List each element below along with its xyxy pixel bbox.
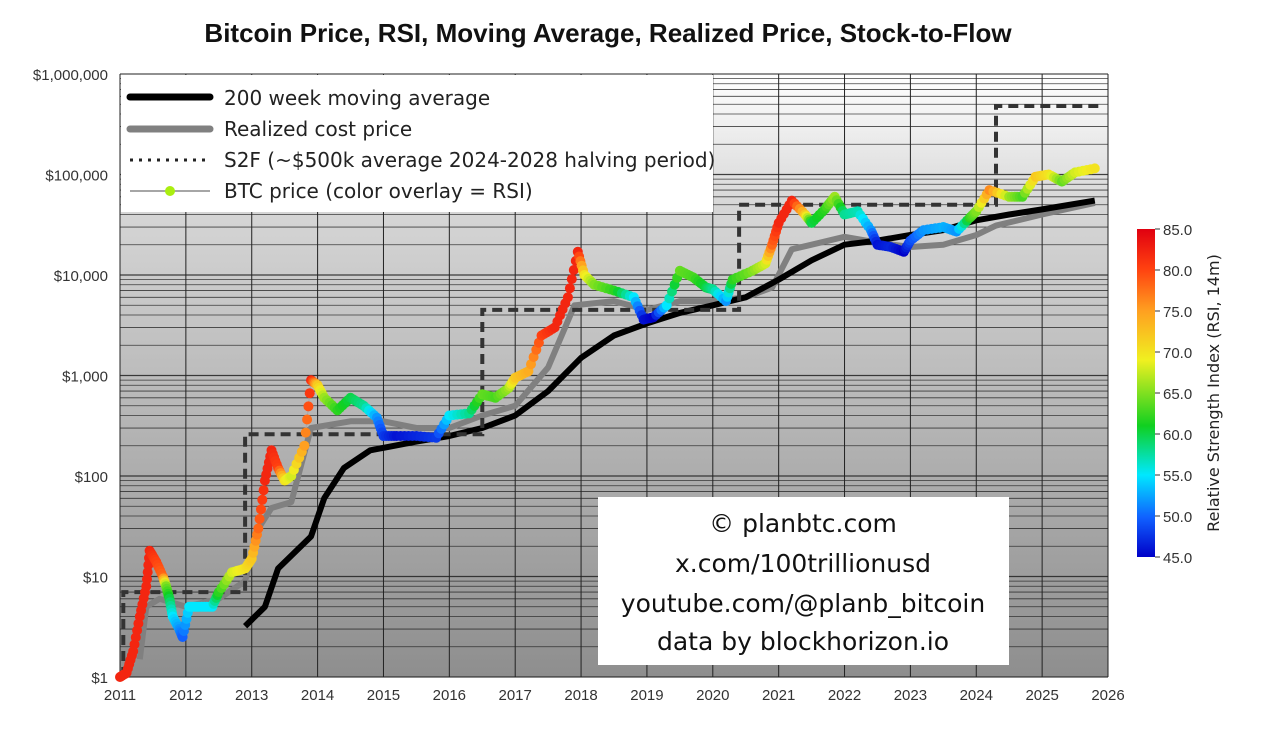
s2f-line bbox=[121, 104, 1102, 677]
btc-price-dot bbox=[304, 388, 315, 399]
y-tick-label: $1,000 bbox=[62, 369, 108, 386]
watermark-line: © planbtc.com bbox=[709, 509, 897, 538]
btc-price-dots bbox=[115, 163, 1100, 682]
btc-price-dot bbox=[566, 274, 577, 285]
watermark-line: data by blockhorizon.io bbox=[657, 627, 949, 656]
legend-label-btc: BTC price (color overlay = RSI) bbox=[224, 179, 533, 203]
legend-label-s2f: S2F (~$500k average 2024-2028 halving pe… bbox=[224, 148, 715, 172]
colorbar-tick-label: 85.0 bbox=[1163, 222, 1192, 239]
chart-title: Bitcoin Price, RSI, Moving Average, Real… bbox=[204, 18, 1012, 48]
x-tick-label: 2016 bbox=[433, 687, 466, 704]
x-tick-label: 2024 bbox=[960, 687, 993, 704]
colorbar-tick-label: 80.0 bbox=[1163, 263, 1192, 280]
colorbar-tick-label: 55.0 bbox=[1163, 468, 1192, 485]
watermark-box: © planbtc.com x.com/100trillionusd youtu… bbox=[598, 497, 1009, 665]
legend: 200 week moving average Realized cost pr… bbox=[121, 75, 715, 212]
colorbar-tick-label: 45.0 bbox=[1163, 550, 1192, 567]
colorbar-tick-label: 65.0 bbox=[1163, 386, 1192, 403]
x-tick-label: 2017 bbox=[499, 687, 532, 704]
legend-swatch-btc-dot bbox=[165, 186, 175, 196]
x-tick-label: 2012 bbox=[169, 687, 202, 704]
x-tick-label: 2026 bbox=[1091, 687, 1124, 704]
x-tick-label: 2011 bbox=[104, 687, 136, 704]
btc-price-dot bbox=[302, 414, 313, 425]
x-tick-label: 2014 bbox=[301, 687, 334, 704]
y-tick-label: $1 bbox=[91, 670, 108, 687]
x-tick-label: 2013 bbox=[235, 687, 268, 704]
y-axis: $1 $10 $100 $1,000 $10,000 $100,000 $1,000,000 bbox=[33, 67, 108, 687]
btc-price-dot bbox=[300, 427, 311, 438]
btc-price-dot bbox=[257, 494, 268, 505]
btc-price-dot bbox=[564, 283, 575, 294]
y-tick-label: $10,000 bbox=[54, 268, 108, 285]
y-tick-label: $100,000 bbox=[45, 168, 108, 185]
watermark-line: youtube.com/@planb_bitcoin bbox=[621, 589, 985, 618]
btc-price-dot bbox=[1089, 163, 1100, 174]
x-tick-label: 2023 bbox=[894, 687, 927, 704]
btc-price-dot bbox=[254, 514, 265, 524]
btc-price-dot bbox=[562, 292, 573, 303]
colorbar-label: Relative Strength Index (RSI, 14m) bbox=[1204, 254, 1223, 532]
colorbar-tick-label: 75.0 bbox=[1163, 304, 1192, 321]
btc-price-dot bbox=[253, 523, 264, 534]
colorbar: 85.0 80.0 75.0 70.0 65.0 60.0 55.0 50.0 45.0 Rel… bbox=[1137, 222, 1223, 567]
x-tick-label: 2025 bbox=[1025, 687, 1058, 704]
colorbar-gradient bbox=[1137, 229, 1155, 557]
colorbar-tick-label: 60.0 bbox=[1163, 427, 1192, 444]
y-tick-label: $100 bbox=[75, 469, 108, 486]
btc-price-dot bbox=[299, 440, 310, 451]
btc-price-dot bbox=[256, 504, 266, 515]
btc-price-dot bbox=[303, 401, 314, 412]
colorbar-tick-label: 70.0 bbox=[1163, 345, 1192, 362]
x-tick-label: 2020 bbox=[696, 687, 729, 704]
x-tick-label: 2021 bbox=[762, 687, 795, 704]
btc-price-dot bbox=[258, 485, 269, 496]
y-tick-label: $1,000,000 bbox=[33, 67, 108, 84]
x-axis: 2011 2012 2013 2014 2015 2016 2017 2018 2019 2020… bbox=[104, 687, 1125, 704]
x-tick-label: 2018 bbox=[564, 687, 597, 704]
watermark-line: x.com/100trillionusd bbox=[675, 549, 931, 578]
x-tick-label: 2022 bbox=[828, 687, 861, 704]
legend-label-realized: Realized cost price bbox=[224, 117, 412, 141]
y-tick-label: $10 bbox=[83, 570, 108, 587]
btc-price-dot bbox=[568, 265, 579, 275]
x-tick-label: 2015 bbox=[367, 687, 400, 704]
x-tick-label: 2019 bbox=[630, 687, 663, 704]
legend-label-200wma: 200 week moving average bbox=[224, 86, 490, 110]
colorbar-tick-label: 50.0 bbox=[1163, 509, 1192, 526]
